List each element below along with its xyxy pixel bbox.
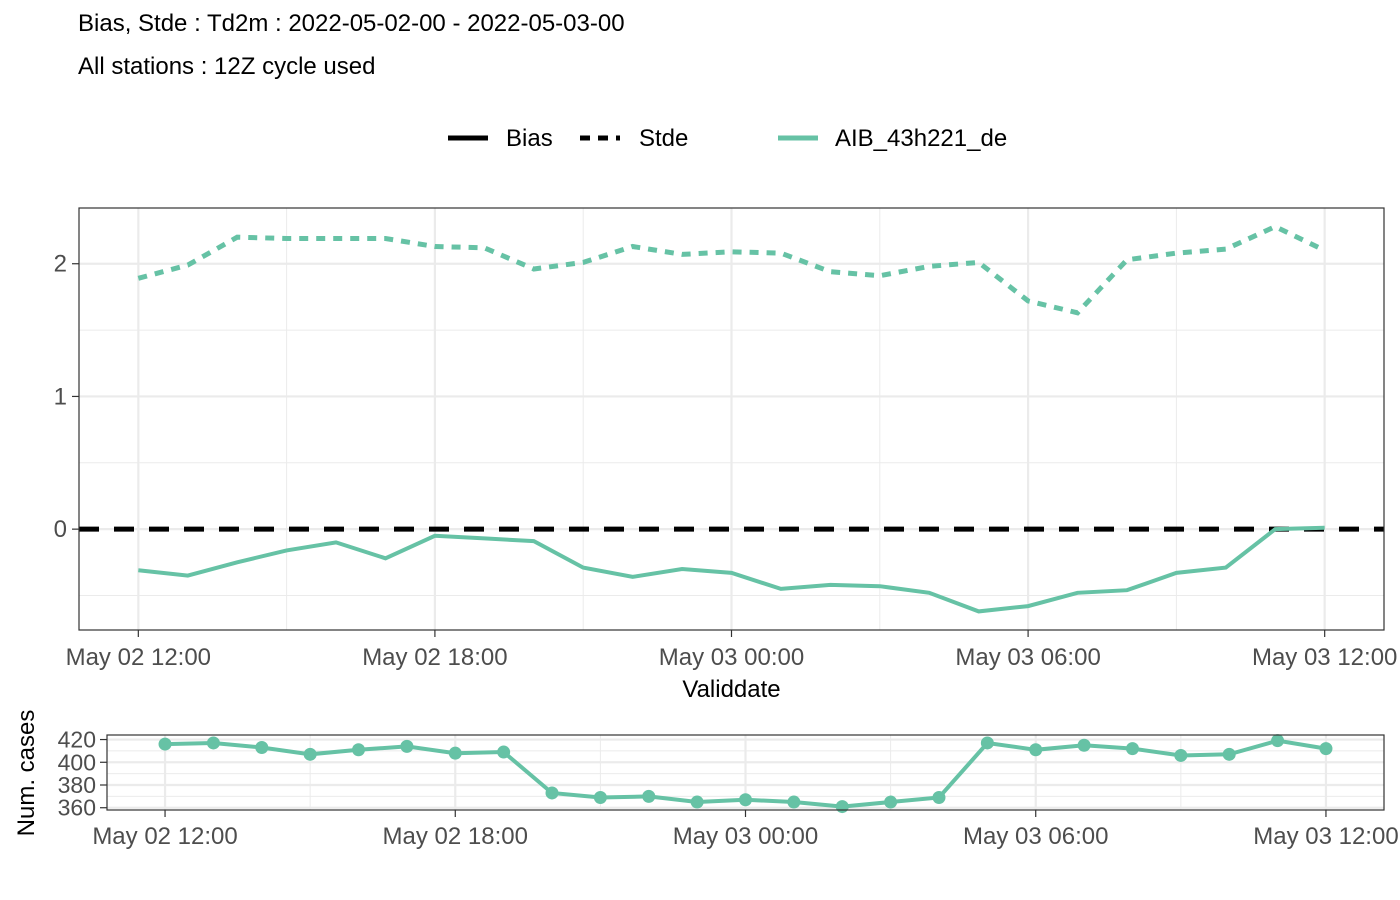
cases-point: [400, 739, 414, 753]
chart-subtitle: All stations : 12Z cycle used: [78, 53, 376, 80]
cases-point: [1222, 747, 1236, 761]
cases-x-axis: May 02 12:00 May 02 18:00 May 03 00:00 May …: [92, 810, 1399, 850]
x-tick-label: May 02 12:00: [92, 823, 237, 850]
legend: Bias Stde AIB_43h221_de: [448, 125, 1007, 152]
y-tick-label: 400: [58, 749, 96, 775]
cases-point: [158, 737, 172, 751]
legend-label-series: AIB_43h221_de: [835, 125, 1007, 152]
cases-point: [545, 786, 559, 800]
x-tick-label: May 03 12:00: [1252, 644, 1397, 671]
x-tick-label: May 03 00:00: [673, 823, 818, 850]
y-tick-label: 2: [54, 251, 67, 278]
cases-y-axis-label: Num. cases: [13, 710, 40, 837]
chart-title: Bias, Stde : Td2m : 2022-05-02-00 - 2022…: [78, 10, 625, 37]
main-x-axis: May 02 12:00 May 02 18:00 May 03 00:00 May …: [66, 630, 1397, 671]
cases-point: [1271, 734, 1285, 748]
cases-point: [593, 791, 607, 804]
legend-label-bias: Bias: [506, 125, 553, 152]
x-tick-label: May 03 12:00: [1253, 823, 1398, 850]
main-grid: [79, 208, 1384, 630]
cases-point: [352, 743, 366, 757]
x-tick-label: May 03 06:00: [955, 644, 1100, 671]
cases-point: [787, 795, 801, 809]
cases-point: [884, 795, 898, 809]
cases-point: [255, 741, 269, 754]
x-tick-label: May 03 00:00: [659, 644, 804, 671]
series-line-stde: [137, 223, 1326, 316]
cases-point: [1319, 742, 1333, 756]
cases-point: [642, 789, 656, 803]
y-tick-label: 360: [58, 795, 96, 821]
main-plot-panel: 0 1 2 May 02 12:00 May 02 18:00 May 03 00:00…: [54, 207, 1397, 703]
main-y-axis: 0 1 2: [54, 251, 79, 543]
x-tick-label: May 02 18:00: [383, 823, 528, 850]
cases-point: [690, 795, 704, 809]
cases-point: [932, 791, 946, 804]
x-tick-label: May 02 18:00: [362, 644, 507, 671]
cases-point: [1029, 743, 1043, 757]
y-tick-label: 1: [54, 383, 67, 410]
y-tick-label: 0: [54, 516, 67, 543]
cases-point: [206, 736, 220, 750]
cases-point: [448, 746, 462, 760]
cases-point: [1077, 738, 1091, 752]
y-tick-label: 420: [58, 727, 96, 753]
cases-point: [835, 800, 849, 814]
x-tick-label: May 03 06:00: [963, 823, 1108, 850]
cases-point: [980, 736, 994, 750]
y-tick-label: 380: [58, 772, 96, 798]
x-tick-label: May 02 12:00: [66, 644, 211, 671]
main-x-axis-label: Validdate: [682, 676, 780, 703]
cases-point: [303, 747, 317, 761]
cases-point: [1125, 742, 1139, 756]
legend-label-stde: Stde: [639, 125, 688, 152]
cases-point: [1174, 748, 1188, 762]
cases-grid: [107, 735, 1384, 810]
cases-point: [497, 745, 511, 759]
cases-point: [739, 793, 752, 807]
series-line-bias: [138, 525, 1325, 614]
